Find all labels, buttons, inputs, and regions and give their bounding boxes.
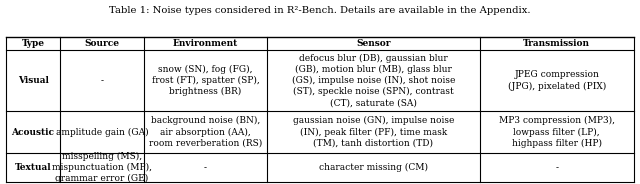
Text: JPEG compression
(JPG), pixelated (PIX): JPEG compression (JPG), pixelated (PIX) [508,70,606,91]
Text: Sensor: Sensor [356,39,390,48]
Text: -: - [204,163,207,172]
Text: Transmission: Transmission [524,39,590,48]
Text: Textual: Textual [15,163,51,172]
Text: snow (SN), fog (FG),
frost (FT), spatter (SP),
brightness (BR): snow (SN), fog (FG), frost (FT), spatter… [152,65,259,96]
Text: background noise (BN),
air absorption (AA),
room reverberation (RS): background noise (BN), air absorption (A… [149,116,262,148]
Text: misspelling (MS),
mispunctuation (MP),
grammar error (GE): misspelling (MS), mispunctuation (MP), g… [52,152,152,183]
Text: character missing (CM): character missing (CM) [319,163,428,172]
Text: Table 1: Noise types considered in R²-Bench. Details are available in the Append: Table 1: Noise types considered in R²-Be… [109,6,531,15]
Text: Source: Source [84,39,120,48]
Text: defocus blur (DB), gaussian blur
(GB), motion blur (MB), glass blur
(GS), impuls: defocus blur (DB), gaussian blur (GB), m… [292,53,455,107]
Text: Visual: Visual [18,76,49,85]
Text: gaussian noise (GN), impulse noise
(IN), peak filter (PF), time mask
(TM), tanh : gaussian noise (GN), impulse noise (IN),… [292,116,454,148]
Text: -: - [100,76,104,85]
Text: MP3 compression (MP3),
lowpass filter (LP),
highpass filter (HP): MP3 compression (MP3), lowpass filter (L… [499,116,615,148]
Text: amplitude gain (GA): amplitude gain (GA) [56,128,148,137]
Text: -: - [556,163,558,172]
Text: Acoustic: Acoustic [12,128,54,137]
Text: Type: Type [22,39,45,48]
Text: Environment: Environment [173,39,238,48]
